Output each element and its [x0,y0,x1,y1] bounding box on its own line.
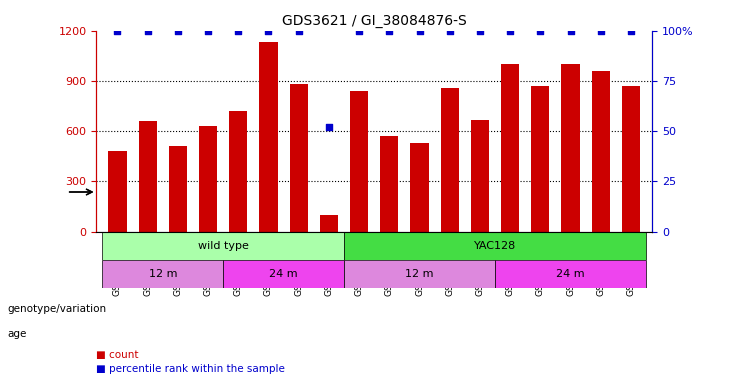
Bar [501,64,519,232]
Bar [350,91,368,232]
Bar [139,121,157,232]
Bar [591,71,610,232]
Point [262,28,274,34]
Point [383,28,395,34]
Point [565,28,576,34]
Point [504,28,516,34]
Text: YAC128: YAC128 [474,241,516,251]
Bar [344,260,495,288]
Bar [495,260,646,288]
Point [413,28,425,34]
Text: age: age [7,329,27,339]
Bar [531,86,549,232]
Bar [562,64,579,232]
Bar [380,136,399,232]
Text: 12 m: 12 m [405,269,433,279]
Title: GDS3621 / GI_38084876-S: GDS3621 / GI_38084876-S [282,14,467,28]
Text: wild type: wild type [198,241,249,251]
Bar [229,111,247,232]
Bar [102,260,223,288]
Bar [259,43,278,232]
Bar [290,84,308,232]
Text: 24 m: 24 m [269,269,298,279]
Text: genotype/variation: genotype/variation [7,304,107,314]
Bar [471,120,489,232]
Text: ■ percentile rank within the sample: ■ percentile rank within the sample [96,364,285,374]
Text: ■ count: ■ count [96,350,139,360]
Point [172,28,184,34]
Point [625,28,637,34]
Bar [102,232,344,260]
Bar [622,86,640,232]
Bar [441,88,459,232]
Point [595,28,607,34]
Bar [223,260,344,288]
Point [353,28,365,34]
Bar [199,126,217,232]
Point [202,28,214,34]
Bar [411,143,428,232]
Point [534,28,546,34]
Text: 24 m: 24 m [556,269,585,279]
Point [233,28,245,34]
Point [323,124,335,130]
Bar [169,146,187,232]
Text: 12 m: 12 m [148,269,177,279]
Point [474,28,486,34]
Point [293,28,305,34]
Point [112,28,124,34]
Point [444,28,456,34]
Bar [108,151,127,232]
Bar [344,232,646,260]
Bar [320,215,338,232]
Point [142,28,153,34]
